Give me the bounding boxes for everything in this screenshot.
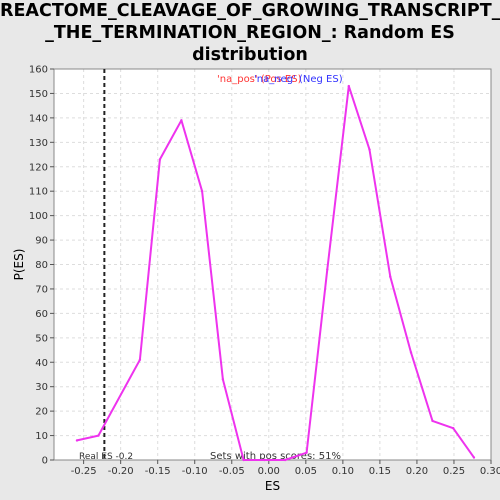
x-tick-label: 0.30 [480,466,500,477]
title-line-2: _THE_TERMINATION_REGION_: Random ES [45,23,455,43]
x-tick-label: -0.10 [182,466,208,477]
data-point [431,419,434,423]
x-tick-label: -0.05 [219,466,245,477]
data-point [452,427,455,430]
title-line-3: distribution [192,45,308,65]
y-tick-label: 110 [29,187,48,198]
y-tick-label: 20 [35,407,48,418]
real-es-label: Real ES -0.2 [79,452,133,462]
pos-scores-label: Sets with pos scores: 51% [210,451,341,462]
y-tick-label: 140 [29,113,48,124]
x-tick-label: -0.15 [145,466,171,477]
x-axis-label: ES [265,479,280,493]
x-tick-label: 0.25 [443,466,465,477]
data-point [138,358,142,362]
title-line-1: REACTOME_CLEAVAGE_OF_GROWING_TRANSCRIPT_… [0,1,500,21]
legend-neg-es: 'na_neg' (Neg ES) [254,74,343,85]
data-point [221,378,225,381]
x-tick-label: 0.00 [258,466,280,477]
y-tick-label: 120 [29,162,48,173]
data-point [389,275,392,278]
data-point [283,458,287,462]
y-tick-label: 50 [35,333,48,344]
y-tick-label: 90 [35,236,48,247]
data-point [326,268,329,271]
data-point [472,456,476,459]
y-tick-label: 40 [35,358,48,369]
x-tick-label: -0.25 [71,466,97,477]
x-tick-label: -0.20 [108,466,134,477]
x-tick-label: 0.15 [369,466,391,477]
legend-pos-es: 'na_pos' (Pos ES) [217,74,302,85]
data-point [97,434,100,437]
data-point [409,351,413,354]
x-tick-label: 0.10 [332,466,354,477]
y-tick-label: 130 [29,138,48,149]
data-point [263,458,266,462]
chart-title: REACTOME_CLEAVAGE_OF_GROWING_TRANSCRIPT_… [0,0,500,66]
y-tick-label: 0 [42,456,48,467]
x-tick-label: 0.20 [406,466,428,477]
data-point [305,451,308,454]
data-point [158,158,162,161]
y-tick-label: 150 [29,89,48,100]
data-point [347,84,350,88]
data-point [75,439,79,442]
y-axis-label: P(ES) [12,249,26,281]
data-point [200,189,204,193]
y-tick-label: 70 [35,284,48,295]
y-tick-label: 100 [29,211,48,222]
y-tick-label: 160 [29,65,48,76]
y-tick-label: 80 [35,260,48,271]
data-point [242,458,245,462]
y-tick-label: 10 [35,431,48,442]
x-tick-label: 0.05 [295,466,317,477]
data-point [368,148,371,151]
y-tick-label: 30 [35,382,48,393]
y-tick-label: 60 [35,309,48,320]
data-point [180,119,183,122]
